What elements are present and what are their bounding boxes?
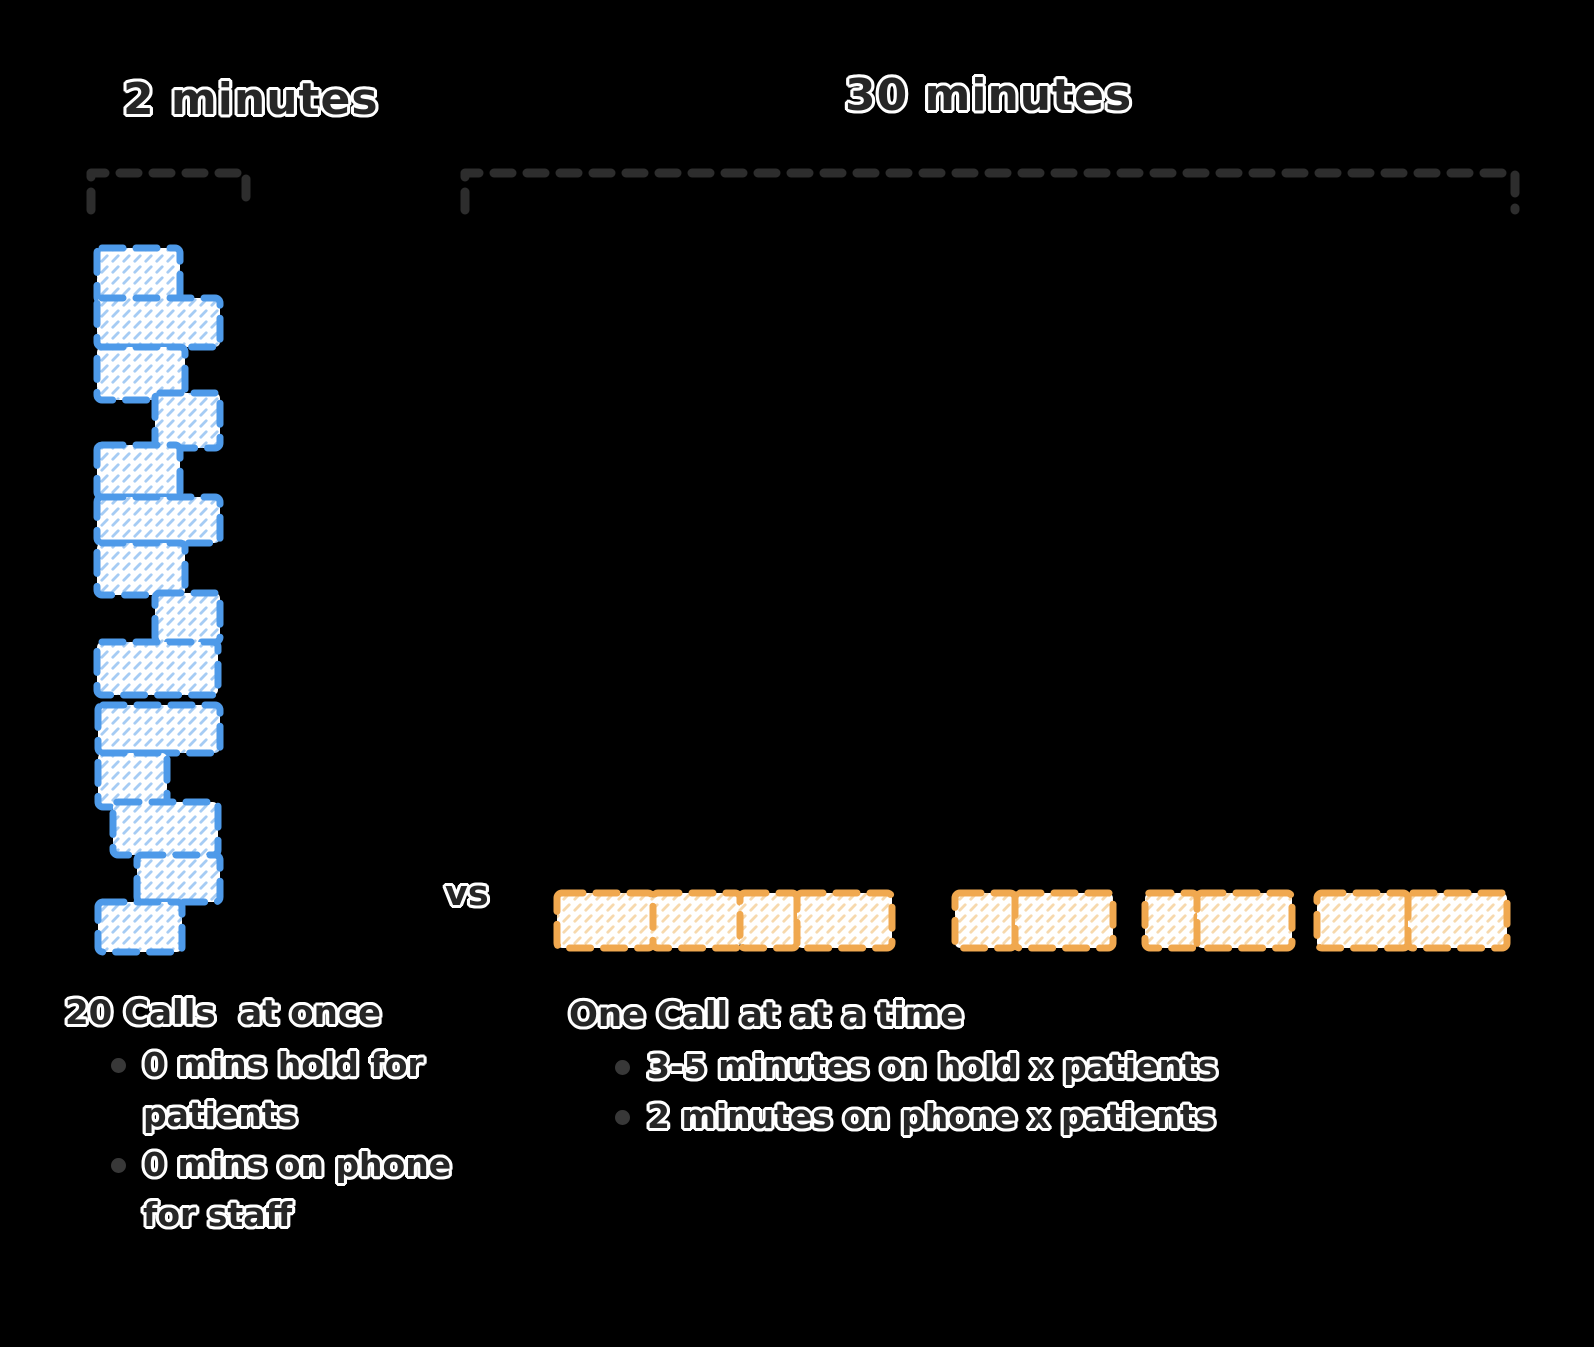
left-duration-label: 2 minutes xyxy=(123,74,379,125)
call-block xyxy=(1141,889,1201,952)
right-caption-heading: One Call at at a time xyxy=(569,995,964,1035)
right-duration-label: 30 minutes xyxy=(845,70,1133,121)
left-caption-heading: 20 Calls at once xyxy=(65,993,382,1033)
call-block xyxy=(553,889,657,952)
bullet-text: 0 mins hold for patients xyxy=(143,1045,424,1134)
call-block xyxy=(1193,889,1296,952)
simultaneous-calls-stack xyxy=(93,244,224,956)
call-block xyxy=(793,889,896,952)
bullet-item: 0 mins hold for patients xyxy=(111,1040,496,1140)
vs-label: vs xyxy=(445,874,489,914)
bullet-dot xyxy=(615,1110,630,1125)
bullet-text: 0 mins on phone for staff xyxy=(143,1145,452,1234)
call-block xyxy=(93,493,224,547)
bullet-dot xyxy=(111,1058,126,1073)
call-block xyxy=(1313,889,1412,952)
right-time-bracket xyxy=(460,168,1520,215)
call-block xyxy=(93,343,189,404)
left-caption-bullets: 0 mins hold for patients 0 mins on phone… xyxy=(111,1040,496,1240)
call-block xyxy=(93,638,222,699)
bullet-text: 3-5 minutes on hold x patients xyxy=(647,1047,1218,1086)
call-block xyxy=(736,889,801,952)
call-block xyxy=(151,589,224,646)
bullet-item: 0 mins on phone for staff xyxy=(111,1140,496,1240)
bullet-item: 3-5 minutes on hold x patients xyxy=(615,1042,1289,1092)
call-block xyxy=(109,798,222,859)
call-block xyxy=(93,294,224,351)
right-caption-bullets: 3-5 minutes on hold x patients 2 minutes… xyxy=(615,1042,1289,1142)
call-block xyxy=(94,701,224,757)
bullet-text: 2 minutes on phone x patients xyxy=(647,1097,1216,1136)
call-block xyxy=(1404,889,1511,952)
bullet-dot xyxy=(111,1158,126,1173)
left-caption: 20 Calls at once 0 mins hold for patient… xyxy=(65,990,545,1240)
bullet-dot xyxy=(615,1060,630,1075)
call-block xyxy=(951,889,1019,952)
right-caption: One Call at at a time 3-5 minutes on hol… xyxy=(569,992,1289,1142)
call-block xyxy=(93,539,189,599)
call-block xyxy=(649,889,744,952)
call-block xyxy=(93,441,184,501)
call-block xyxy=(93,244,184,306)
call-block xyxy=(151,389,224,452)
sequential-calls-row xyxy=(553,889,1511,952)
call-block xyxy=(133,851,224,906)
left-time-bracket xyxy=(86,168,251,215)
call-block xyxy=(1011,889,1117,952)
bullet-item: 2 minutes on phone x patients xyxy=(615,1092,1289,1142)
call-block xyxy=(94,898,186,956)
time-bracket-layer xyxy=(86,168,1520,215)
